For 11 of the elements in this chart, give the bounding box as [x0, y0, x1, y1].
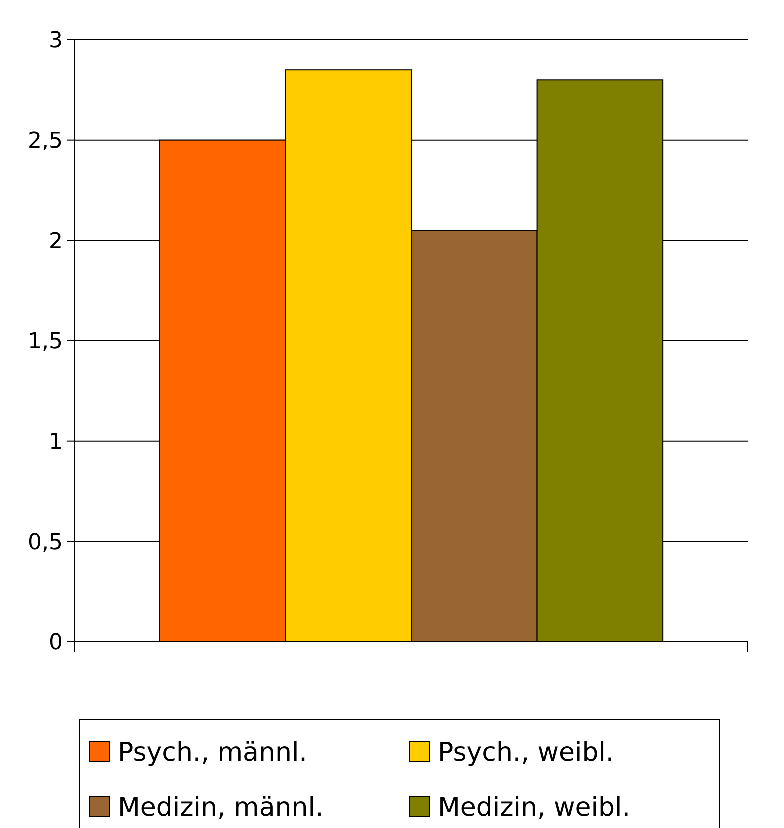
y-tick-label: 3: [49, 28, 63, 54]
y-tick-label: 2,5: [28, 129, 63, 154]
legend-label: Psych., männl.: [118, 738, 308, 768]
y-tick-label: 1,5: [28, 330, 63, 355]
legend-label: Psych., weibl.: [438, 738, 614, 768]
y-tick-label: 1: [49, 430, 63, 456]
y-tick-label: 0: [49, 630, 63, 656]
y-tick-label: 0,5: [28, 530, 63, 556]
legend-label: Medizin, weibl.: [438, 793, 631, 824]
y-tick-label: 2: [49, 229, 63, 254]
legend-label: Medizin, männl.: [118, 793, 324, 824]
